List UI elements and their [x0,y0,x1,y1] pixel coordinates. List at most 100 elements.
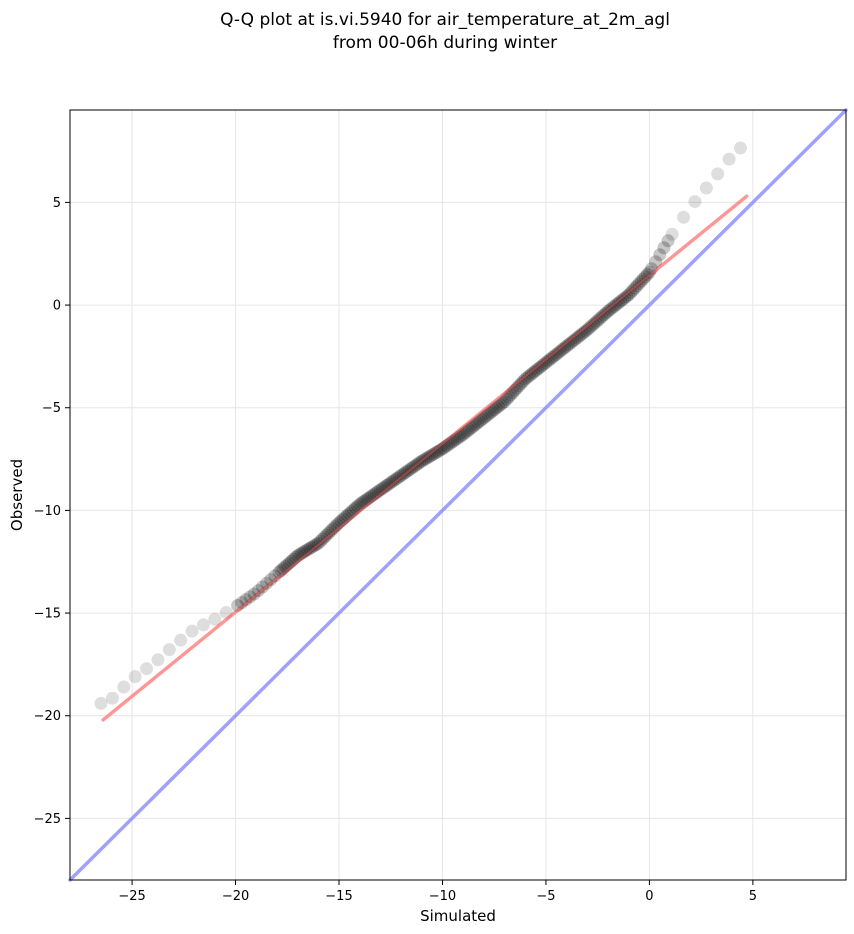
quantile-point [299,544,313,558]
chart-title-line-1: Q-Q plot at is.vi.5940 for air_temperatu… [220,10,670,30]
quantile-point [286,552,300,566]
quantile-point [398,466,412,480]
quantile-point [409,458,423,472]
quantile-point [481,408,495,422]
quantile-point [471,416,485,430]
quantile-point [433,443,447,457]
x-tick-label: −10 [429,889,456,904]
quantile-point [477,411,491,425]
quantile-point [508,383,522,397]
quantile-point [363,490,377,504]
quantile-point [243,590,257,604]
quantile-point [516,374,530,388]
quantile-point [458,426,472,440]
quantile-point [388,473,402,487]
quantile-point [413,456,427,470]
quantile-point [553,344,567,358]
identity-line [68,108,848,882]
quantile-point [291,549,305,563]
quantile-point [485,404,499,418]
quantile-point [94,696,108,710]
quantile-point [402,463,416,477]
x-tick-label: −15 [325,889,352,904]
quantile-point [380,479,394,493]
quantile-point [307,539,321,553]
quantile-point [452,430,466,444]
quantile-point [510,381,524,395]
quantile-point [587,317,601,331]
quantile-point [336,512,350,526]
quantile-point [373,483,387,497]
quantile-point [653,248,667,262]
quantile-point [435,442,449,456]
quantile-point [338,510,352,524]
quantile-point [444,436,458,450]
quantile-point [417,453,431,467]
quantile-point [289,550,303,564]
quantile-point [514,377,528,391]
quantile-point [375,481,389,495]
quantile-point [411,457,425,471]
quantile-point [351,499,365,513]
quantile-point [527,365,541,379]
y-axis-label: Observed [8,459,26,531]
quantile-point [578,324,592,338]
quantile-point [512,379,526,393]
quantile-point [545,351,559,365]
quantile-point [117,680,131,694]
quantile-point [396,467,410,481]
quantile-point [301,542,315,556]
y-tick-label: 0 [53,299,61,314]
quantile-point [105,691,119,705]
quantile-point [332,516,346,530]
y-axis-ticks: −25 −20 −15 −10 −5 0 5 [34,196,70,827]
quantile-point [423,449,437,463]
quantile-point [464,421,478,435]
quantile-point [390,471,404,485]
quantile-point [479,409,493,423]
quantile-point [491,400,505,414]
quantile-point [661,234,675,248]
quantile-point [475,413,489,427]
quantile-point [504,388,518,402]
quantile-point [688,195,702,209]
quantile-point [487,403,501,417]
quantile-point [315,532,329,546]
quantile-point [502,390,516,404]
quantile-point [469,418,483,432]
quantile-point [394,468,408,482]
quantile-point [493,398,507,412]
quantile-point [584,319,598,333]
quantile-point [549,347,563,361]
quantile-point [425,448,439,462]
quantile-point [400,464,414,478]
quantile-point [551,346,565,360]
quantile-point [570,331,584,345]
quantile-point [392,470,406,484]
quantile-point [284,554,298,568]
quantile-point [260,576,274,590]
quantile-point [247,587,261,601]
quantile-point [326,522,340,536]
quantile-point [367,487,381,501]
quantile-point [599,306,613,320]
quantile-point [601,304,615,318]
quantile-point [539,356,553,370]
x-tick-label: −20 [222,889,249,904]
quantile-point [580,323,594,337]
quantile-point [495,396,509,410]
quantile-point [640,267,654,281]
quantile-point [595,310,609,324]
quantile-point [448,433,462,447]
x-axis-ticks: −25 −20 −15 −10 −5 0 5 [118,880,757,904]
quantile-point [264,573,278,587]
quantile-point [733,141,747,155]
quantile-point [547,349,561,363]
quantile-point [278,560,292,574]
y-tick-label: −10 [34,504,61,519]
quantile-point [560,339,574,353]
quantile-point [421,450,435,464]
quantile-point [446,435,460,449]
quantile-point [272,565,286,579]
quantile-point [636,272,650,286]
